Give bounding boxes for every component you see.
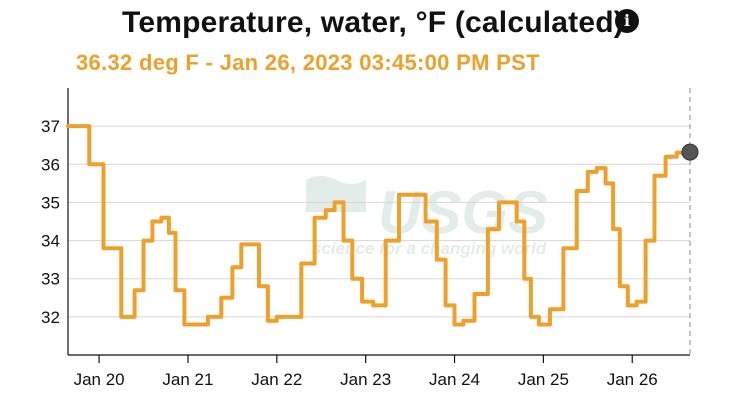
current-value-marker[interactable] xyxy=(681,143,699,161)
x-tick-label-3: Jan 23 xyxy=(340,370,391,389)
series-layer xyxy=(66,124,692,327)
x-tick-label-0: Jan 20 xyxy=(74,370,125,389)
marker-layer xyxy=(681,88,699,355)
usgs-wave-icon xyxy=(306,176,366,212)
info-icon[interactable]: i xyxy=(615,9,639,33)
axes xyxy=(67,88,690,356)
x-tick-label-4: Jan 24 xyxy=(429,370,480,389)
y-tick-label-36: 36 xyxy=(41,155,60,174)
y-tick-label-35: 35 xyxy=(41,193,60,212)
y-tick-label-34: 34 xyxy=(41,232,60,251)
x-tick-label-6: Jan 26 xyxy=(607,370,658,389)
y-tick-label-37: 37 xyxy=(41,117,60,136)
y-tick-label-33: 33 xyxy=(41,270,60,289)
chart-title: Temperature, water, °F (calculated) xyxy=(122,6,624,39)
y-axis-ticks: 32 33 34 35 36 37 xyxy=(41,117,60,327)
current-value-readout: 36.32 deg F - Jan 26, 2023 03:45:00 PM P… xyxy=(76,50,540,75)
usgs-logo-text: USGS xyxy=(378,179,548,246)
y-tick-label-32: 32 xyxy=(41,308,60,327)
x-tick-label-1: Jan 21 xyxy=(162,370,213,389)
grid-lines xyxy=(68,125,690,318)
series-line-0 xyxy=(66,124,692,327)
x-tick-label-2: Jan 22 xyxy=(251,370,302,389)
x-tick-label-5: Jan 25 xyxy=(518,370,569,389)
x-axis-ticks: Jan 20 Jan 21 Jan 22 Jan 23 Jan 24 Jan 25 Jan … xyxy=(74,355,658,389)
title-row: Temperature, water, °F (calculated) xyxy=(0,6,746,40)
